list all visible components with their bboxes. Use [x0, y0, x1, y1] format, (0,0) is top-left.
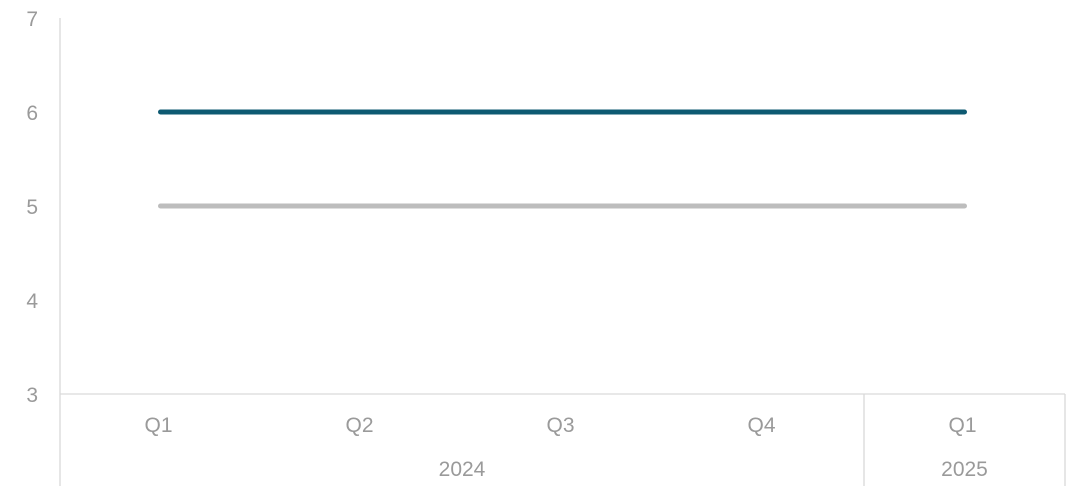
- x-tick-label: Q1: [948, 414, 976, 437]
- y-tick-label: 6: [26, 102, 38, 125]
- y-tick-label: 4: [26, 290, 38, 313]
- y-tick-label: 7: [26, 8, 38, 31]
- y-tick-label: 5: [26, 196, 38, 219]
- x-group-labels: 2024 2025: [439, 458, 988, 481]
- x-group-label: 2025: [941, 458, 988, 481]
- y-tick-label: 3: [26, 384, 38, 407]
- x-tick-labels: Q1 Q2 Q3 Q4 Q1: [144, 414, 976, 437]
- x-tick-label: Q3: [546, 414, 574, 437]
- x-group-label: 2024: [439, 458, 486, 481]
- x-tick-label: Q1: [144, 414, 172, 437]
- x-tick-label: Q2: [345, 414, 373, 437]
- x-tick-label: Q4: [747, 414, 775, 437]
- axes: [59, 18, 1066, 486]
- series-lines: [158, 109, 967, 209]
- y-tick-labels: 3 4 5 6 7: [26, 8, 38, 407]
